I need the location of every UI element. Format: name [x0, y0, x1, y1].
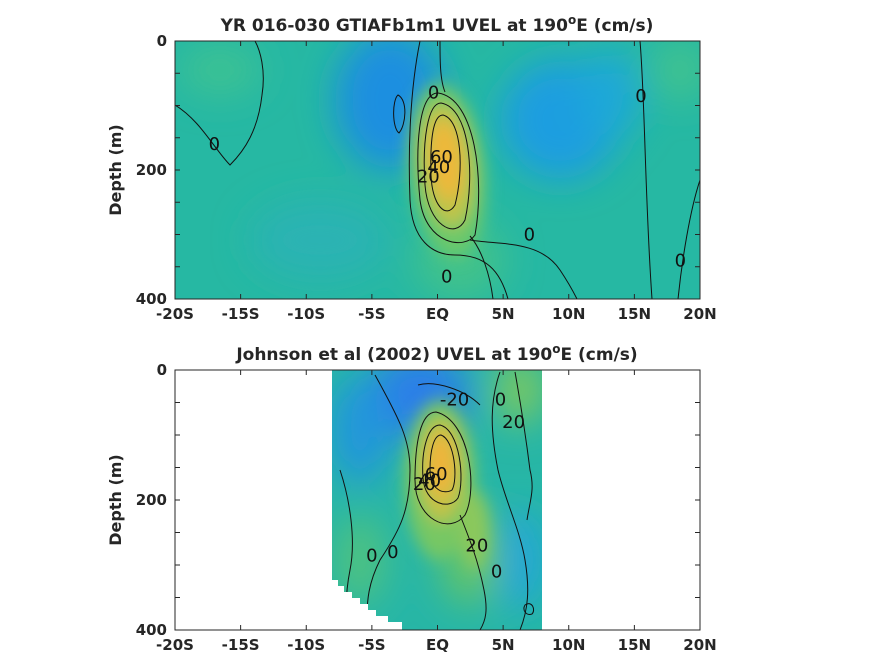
bottom-contour-label: 60 — [425, 464, 448, 485]
bottom-x-tick-label: 15N — [618, 636, 651, 654]
top-y-tick-label: 400 — [136, 290, 167, 308]
top-contour-label: 40 — [427, 157, 450, 178]
top-panel: YR 016-030 GTIAFb1m1 UVEL at 190oE (cm/s… — [106, 13, 717, 323]
top-x-tick-label: EQ — [426, 305, 449, 323]
bottom-x-axis: -20S -15S -10S -5S EQ 5N 10N 15N 20N — [156, 370, 717, 654]
bottom-contour-label: -20 — [440, 389, 469, 410]
top-contour-label: 0 — [524, 225, 535, 246]
bottom-x-tick-label: -15S — [222, 636, 260, 654]
top-contour-zero-far-right — [677, 179, 700, 299]
bottom-contour-label: 20 — [502, 412, 525, 433]
bottom-contour-neg20 — [417, 383, 481, 406]
bottom-contour-zero-a — [366, 374, 411, 630]
top-contour-label: 0 — [428, 83, 439, 104]
bottom-contour-core-60 — [429, 434, 456, 493]
top-contour-label: 60 — [430, 147, 453, 168]
top-contour-zero-loop — [393, 94, 406, 134]
top-title-degree: o — [568, 13, 576, 27]
bottom-title-degree: o — [552, 342, 560, 356]
top-title: YR 016-030 GTIAFb1m1 UVEL at 190oE (cm/s… — [220, 13, 654, 36]
top-contour-core-20 — [417, 92, 480, 243]
top-x-axis: -20S -15S -10S -5S EQ 5N 10N 15N 20N — [156, 41, 717, 323]
top-x-tick-label: 5N — [492, 305, 515, 323]
top-contour-core-60 — [430, 114, 461, 212]
top-contour-label: 0 — [675, 250, 686, 271]
top-x-tick-label: -15S — [222, 305, 260, 323]
bottom-x-tick-label: -10S — [287, 636, 325, 654]
bottom-contour-core-20 — [414, 411, 472, 525]
bottom-title: Johnson et al (2002) UVEL at 190oE (cm/s… — [235, 342, 637, 365]
top-x-tick-label: 20N — [683, 305, 716, 323]
bottom-x-tick-label: EQ — [426, 636, 449, 654]
top-contour-label: 0 — [209, 134, 220, 155]
top-y-tick-label: 200 — [136, 161, 167, 179]
bottom-contour-20-right — [514, 371, 533, 521]
bottom-y-label: Depth (m) — [106, 454, 125, 546]
bottom-x-tick-label: -20S — [156, 636, 194, 654]
top-contour-zero-right — [639, 41, 653, 299]
top-contour-zero-center — [408, 41, 509, 299]
top-x-tick-label: -5S — [358, 305, 385, 323]
top-contour-label: 0 — [635, 86, 646, 107]
top-heatmap — [175, 41, 700, 299]
bottom-y-tick-label: 400 — [136, 621, 167, 639]
top-x-tick-label: 10N — [552, 305, 585, 323]
top-x-tick-label: -20S — [156, 305, 194, 323]
top-y-tick-label: 0 — [157, 32, 167, 50]
bottom-y-tick-label: 0 — [157, 361, 167, 379]
bottom-contour-20-lower — [459, 514, 487, 630]
bottom-x-tick-label: 10N — [552, 636, 585, 654]
top-contour-zero-mid — [469, 239, 578, 299]
bottom-contour-label: 0 — [387, 542, 398, 563]
top-y-label: Depth (m) — [106, 124, 125, 216]
bottom-contour-label: 0 — [491, 562, 502, 583]
bottom-contour-core-40 — [422, 424, 462, 505]
top-contour-label: 0 — [441, 266, 452, 287]
bottom-x-tick-label: 20N — [683, 636, 716, 654]
top-x-tick-label: -10S — [287, 305, 325, 323]
bottom-y-tick-label: 200 — [136, 491, 167, 509]
bottom-missing-data-mask — [332, 580, 402, 630]
bottom-contour-label: 0 — [366, 545, 377, 566]
bottom-x-tick-label: 5N — [492, 636, 515, 654]
bottom-contour-label: 20 — [413, 474, 436, 495]
bottom-contour-zero-loop — [523, 603, 535, 615]
bottom-panel: Johnson et al (2002) UVEL at 190oE (cm/s… — [106, 342, 717, 654]
bottom-contour-label: 20 — [465, 536, 488, 557]
top-contour-label: 20 — [417, 166, 440, 187]
bottom-contour-label: 40 — [418, 471, 441, 492]
bottom-contour-zero-b — [491, 371, 529, 630]
top-x-tick-label: 15N — [618, 305, 651, 323]
top-contour-core-40 — [423, 102, 471, 230]
top-contour-zero-left — [175, 41, 264, 166]
bottom-contour-label: 0 — [495, 389, 506, 410]
bottom-x-tick-label: -5S — [358, 636, 385, 654]
bottom-heatmap — [332, 370, 542, 630]
